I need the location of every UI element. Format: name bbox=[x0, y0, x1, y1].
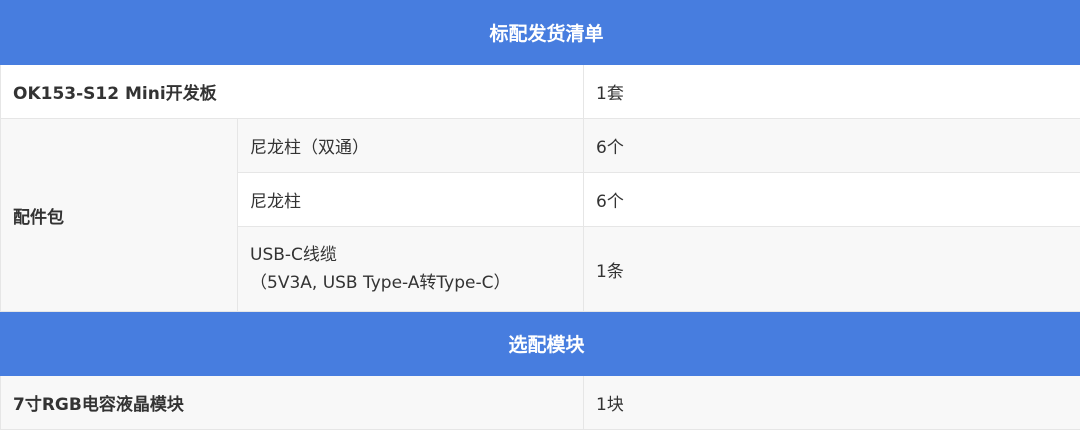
section-title: 标配发货清单 bbox=[1, 1, 1080, 65]
table-row: 7寸RGB电容液晶模块 1块 bbox=[1, 376, 1080, 430]
section-header: 标配发货清单 bbox=[1, 1, 1080, 65]
item-name-line1: USB-C线缆 bbox=[250, 241, 583, 269]
item-qty: 1块 bbox=[584, 376, 1080, 430]
item-qty: 6个 bbox=[584, 119, 1080, 173]
item-name: 7寸RGB电容液晶模块 bbox=[1, 376, 584, 430]
group-name: 配件包 bbox=[1, 119, 238, 312]
item-name: USB-C线缆（5V3A, USB Type-A转Type-C） bbox=[238, 227, 584, 312]
item-name-line2: （5V3A, USB Type-A转Type-C） bbox=[250, 269, 583, 297]
table-row: OK153-S12 Mini开发板 1套 bbox=[1, 65, 1080, 119]
section-title: 选配模块 bbox=[1, 312, 1080, 376]
item-name: OK153-S12 Mini开发板 bbox=[1, 65, 584, 119]
item-qty: 1套 bbox=[584, 65, 1080, 119]
item-qty: 6个 bbox=[584, 173, 1080, 227]
item-name: 尼龙柱 bbox=[238, 173, 584, 227]
item-qty: 1条 bbox=[584, 227, 1080, 312]
section-header: 选配模块 bbox=[1, 312, 1080, 376]
item-name: 尼龙柱（双通） bbox=[238, 119, 584, 173]
table-row: 配件包 尼龙柱（双通） 6个 bbox=[1, 119, 1080, 173]
